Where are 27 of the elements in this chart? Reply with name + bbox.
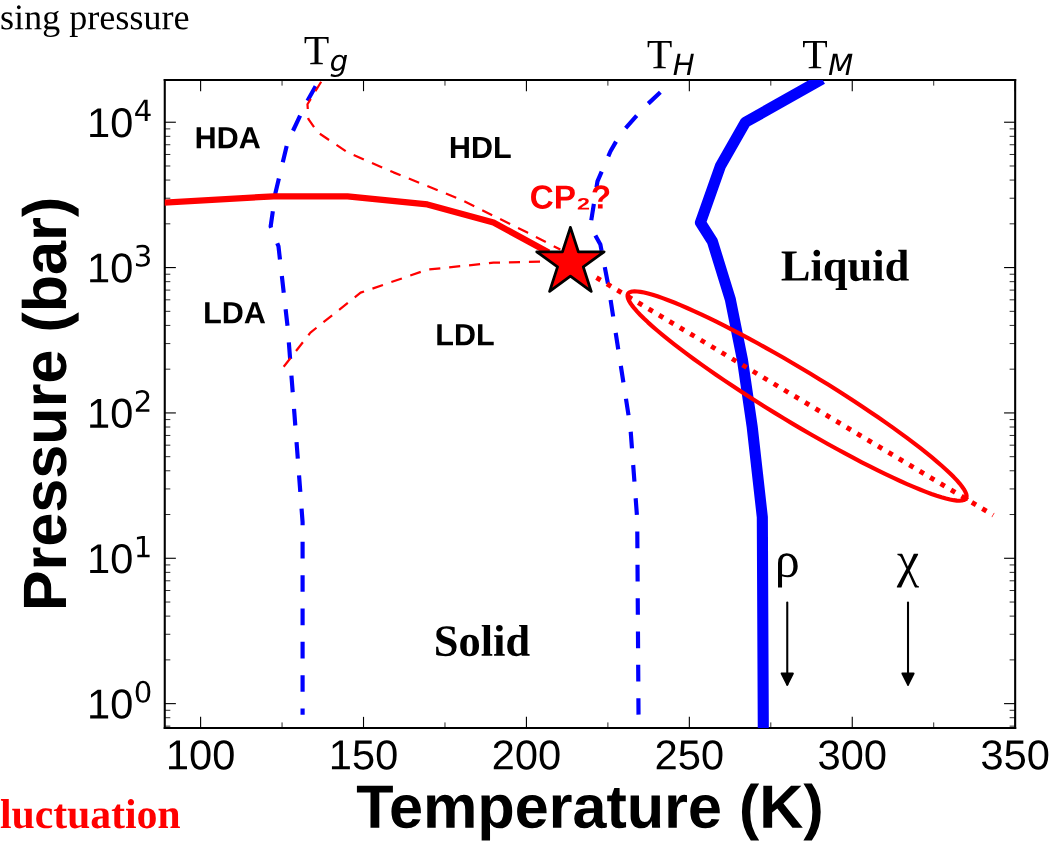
x-tick-label: 150 xyxy=(331,740,397,770)
annotation: χ xyxy=(896,553,919,588)
series-label: T$_{M}$ xyxy=(803,40,853,76)
annotation: Solid xyxy=(436,624,530,657)
annotation: HDA xyxy=(196,127,260,149)
series-label: T$_{g}$ xyxy=(304,36,348,78)
x-tick-label: 300 xyxy=(819,740,886,770)
y-tick-label: 10$^{2}$ xyxy=(90,390,150,429)
x-tick-label: 200 xyxy=(493,740,560,770)
y-tick-label: 10$^{1}$ xyxy=(90,535,150,574)
y-tick-label: 10$^{3}$ xyxy=(90,244,150,283)
y-tick-label: 10$^{0}$ xyxy=(90,680,151,719)
annotation: HDL xyxy=(450,136,511,158)
text: luctuation xyxy=(0,799,180,829)
x-tick-label: 250 xyxy=(656,740,723,770)
y-tick-label: 10$^{4}$ xyxy=(90,99,151,138)
text: sing pressure xyxy=(1,5,189,38)
annotation: Liquid xyxy=(781,249,909,291)
x-tick-label: 100 xyxy=(169,740,234,770)
x-axis-title: Temperature (K) xyxy=(356,783,821,841)
annotation: CP₂? xyxy=(531,185,610,210)
annotation: LDA xyxy=(205,302,266,324)
annotation: ρ xyxy=(778,553,798,588)
series-label: T$_{H}$ xyxy=(647,40,694,76)
annotation: LDL xyxy=(437,324,494,346)
x-tick-label: 350 xyxy=(982,740,1049,770)
y-axis-title: Pressure (bar) xyxy=(21,199,79,608)
